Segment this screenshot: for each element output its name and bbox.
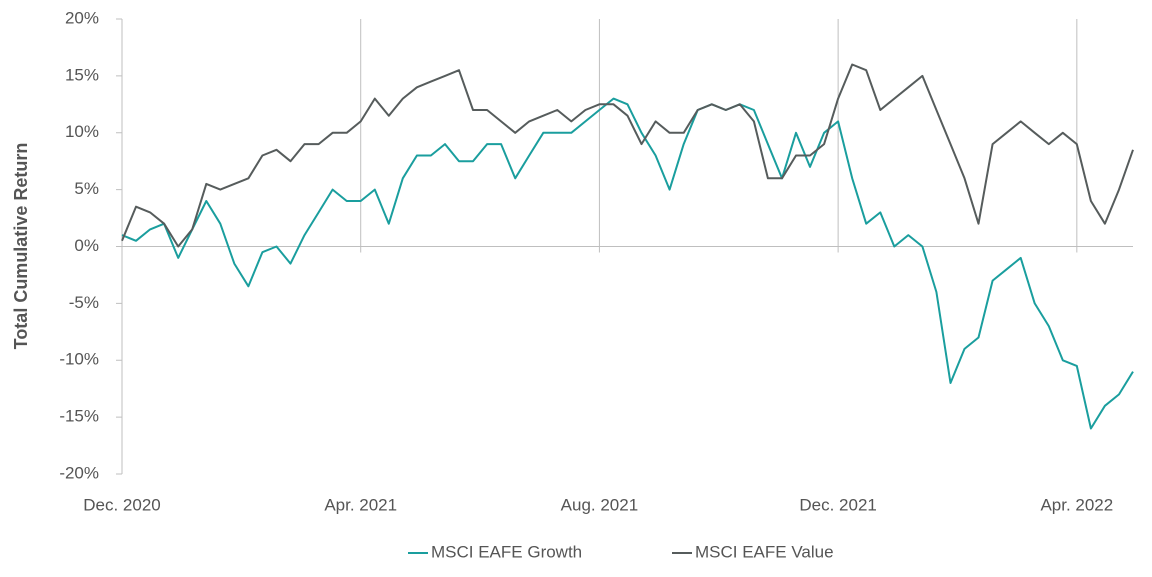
legend-label: MSCI EAFE Value <box>695 542 834 561</box>
x-tick-label: Apr. 2021 <box>324 495 397 514</box>
y-tick-label: 15% <box>65 65 99 84</box>
y-tick-label: -10% <box>59 350 99 369</box>
y-tick-label: -5% <box>69 293 99 312</box>
x-tick-label: Aug. 2021 <box>561 495 639 514</box>
y-axis-label: Total Cumulative Return <box>11 143 31 350</box>
x-tick-label: Dec. 2020 <box>83 495 161 514</box>
y-tick-label: 0% <box>74 236 99 255</box>
x-tick-label: Dec. 2021 <box>799 495 877 514</box>
x-tick-label: Apr. 2022 <box>1040 495 1113 514</box>
legend-label: MSCI EAFE Growth <box>431 542 582 561</box>
y-tick-label: -15% <box>59 407 99 426</box>
y-tick-label: 5% <box>74 179 99 198</box>
y-tick-label: -20% <box>59 463 99 482</box>
y-tick-label: 10% <box>65 122 99 141</box>
y-tick-label: 20% <box>65 8 99 27</box>
series-line <box>121 63 1134 248</box>
series-line <box>121 97 1134 430</box>
